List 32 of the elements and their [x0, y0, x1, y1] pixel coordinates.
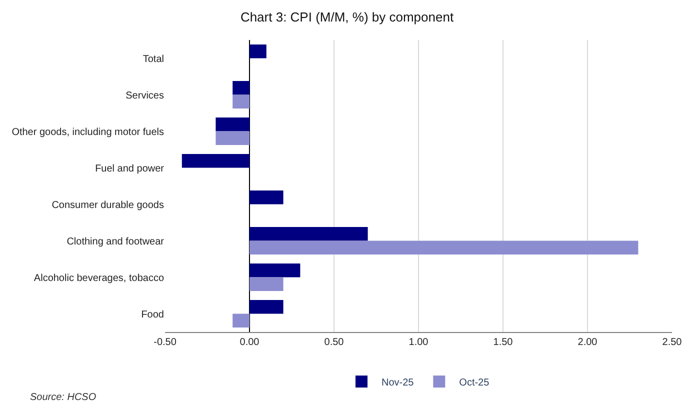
bar [250, 44, 266, 58]
bar [250, 264, 300, 278]
x-tick-label: 2.50 [662, 337, 682, 348]
x-tick-label: 2.00 [578, 337, 598, 348]
legend-label: Nov-25 [382, 377, 414, 388]
x-tick-label: 0.50 [324, 337, 344, 348]
y-tick-label: Food [141, 309, 164, 320]
bar [232, 314, 250, 328]
bar [250, 277, 284, 291]
x-tick-label: 1.50 [493, 337, 514, 348]
y-tick-label: Other goods, including motor fuels [12, 126, 164, 138]
y-tick-label: Clothing and footwear [66, 236, 165, 248]
bar [250, 190, 284, 204]
bar [216, 131, 250, 145]
bar [232, 94, 250, 108]
x-tick-label: 1.00 [408, 337, 429, 348]
bar [250, 240, 638, 254]
bar [250, 300, 284, 314]
bar [216, 118, 250, 132]
bar [232, 81, 250, 95]
x-tick-label: 0.00 [240, 337, 260, 348]
bar [182, 154, 250, 168]
legend-label: Oct-25 [459, 377, 490, 388]
y-tick-label: Fuel and power [95, 163, 165, 174]
source-note: Source: HCSO [30, 392, 96, 403]
x-tick-label: -0.50 [154, 337, 177, 348]
y-tick-label: Total [142, 54, 164, 65]
y-tick-label: Services [126, 90, 164, 102]
chart-title: Chart 3: CPI (M/M, %) by component [240, 9, 454, 24]
bar [250, 227, 368, 241]
y-tick-label: Alcoholic beverages, tobacco [34, 272, 164, 284]
y-tick-label: Consumer durable goods [52, 200, 164, 211]
